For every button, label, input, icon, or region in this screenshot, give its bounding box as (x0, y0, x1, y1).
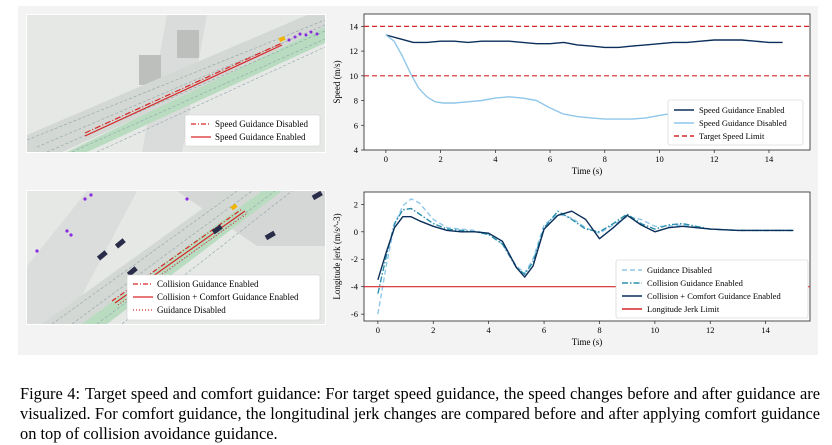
speed-chart: 0 2 4 6 8 10 12 14 4 6 8 10 12 14 Time (s) Speed (m/s) S… (332, 13, 811, 176)
y-tick-label: 2 (354, 199, 358, 209)
trajectory-disabled (117, 212, 249, 306)
legend-label: Longitude Jerk Limit (647, 304, 720, 314)
main-road (27, 15, 325, 152)
x-axis-label: Time (s) (572, 166, 602, 176)
crosswalk (177, 30, 199, 58)
y-axis-label: Speed (m/s) (332, 60, 342, 103)
x-tick-label: 14 (765, 154, 774, 164)
legend-label: Collision + Comfort Guidance Enabled (647, 291, 781, 301)
legend-label: Collision Guidance Enabled (647, 278, 744, 288)
x-tick-label: 2 (431, 325, 435, 335)
x-tick-label: 8 (597, 325, 601, 335)
y-tick-label: -4 (351, 282, 359, 292)
y-tick-label: 0 (354, 227, 358, 237)
y-axis-label: Longitude jerk (m/s^-3) (332, 213, 342, 299)
x-tick-label: 4 (493, 154, 498, 164)
pedestrian-markers (287, 30, 319, 42)
y-tick-label: 14 (350, 21, 359, 31)
y-tick-label: 4 (354, 145, 359, 155)
x-tick-label: 12 (710, 154, 719, 164)
x-tick-label: 12 (706, 325, 715, 335)
x-tick-label: 10 (655, 154, 664, 164)
y-tick-label: 12 (350, 46, 359, 56)
x-tick-label: 8 (603, 154, 607, 164)
y-tick-label: 8 (354, 96, 358, 106)
series-speed-guidance-disabled (385, 34, 668, 120)
caption-label: Figure 4: (20, 384, 81, 403)
side-road (27, 191, 137, 324)
simulation-view-comfort-guidance: Collision Guidance Enabled Collision + C… (26, 190, 326, 325)
figure-caption: Figure 4: Target speed and comfort guidan… (20, 384, 820, 444)
x-tick-label: 0 (376, 325, 380, 335)
series-collision-comfort-guidance-enabled (377, 210, 794, 281)
series-speed-guidance-enabled (385, 34, 783, 49)
legend-label-speed-disabled: Speed Guidance Disabled (215, 119, 308, 129)
legend-box (667, 99, 804, 146)
x-axis-label: Time (s) (572, 337, 602, 347)
legend-label-speed-enabled: Speed Guidance Enabled (215, 132, 306, 142)
legend-label: Speed Guidance Enabled (699, 105, 785, 115)
simulation-view-speed-guidance: Speed Guidance Disabled Speed Guidance E… (26, 14, 326, 153)
y-tick-label: 6 (354, 120, 358, 130)
ego-vehicle-icon (278, 35, 286, 43)
series-guidance-disabled (377, 198, 794, 315)
y-tick-label: -6 (351, 309, 358, 319)
legend-label-collision: Collision Guidance Enabled (157, 279, 259, 289)
legend-box (615, 259, 809, 319)
legend-label-disabled: Guidance Disabled (157, 305, 226, 315)
y-tick-label: -2 (351, 254, 358, 264)
jerk-chart: 0 2 4 6 8 10 12 14 -6 -4 -2 0 2 Time (s) Longitude jer… (332, 191, 811, 347)
lane-highlight (67, 27, 325, 152)
trajectory-speed-enabled (84, 44, 283, 137)
legend-box (184, 114, 321, 147)
x-tick-label: 10 (651, 325, 660, 335)
caption-text: Target speed and comfort guidance: For t… (20, 384, 821, 443)
y-tick-label: 10 (350, 71, 359, 81)
x-tick-label: 14 (761, 325, 770, 335)
x-tick-label: 6 (542, 325, 546, 335)
legend-label: Speed Guidance Disabled (699, 118, 788, 128)
series-collision-guidance-enabled (377, 207, 794, 294)
ego-vehicle-icon (230, 203, 238, 211)
x-tick-label: 6 (548, 154, 552, 164)
trajectory-collision (111, 208, 243, 302)
scene-bottom: Collision Guidance Enabled Collision + C… (27, 191, 325, 324)
trajectory-speed-disabled (84, 42, 283, 134)
x-tick-label: 0 (384, 154, 388, 164)
legend-box (126, 274, 321, 321)
scene-top: Speed Guidance Disabled Speed Guidance E… (27, 15, 325, 152)
x-tick-label: 4 (487, 325, 492, 335)
other-vehicles (96, 191, 323, 299)
legend-label: Guidance Disabled (647, 265, 713, 275)
pedestrian-markers (35, 193, 189, 253)
crosswalk (139, 55, 161, 85)
legend-label-comfort: Collision + Comfort Guidance Enabled (157, 292, 299, 302)
x-tick-label: 2 (438, 154, 442, 164)
legend-label: Target Speed Limit (699, 131, 765, 141)
